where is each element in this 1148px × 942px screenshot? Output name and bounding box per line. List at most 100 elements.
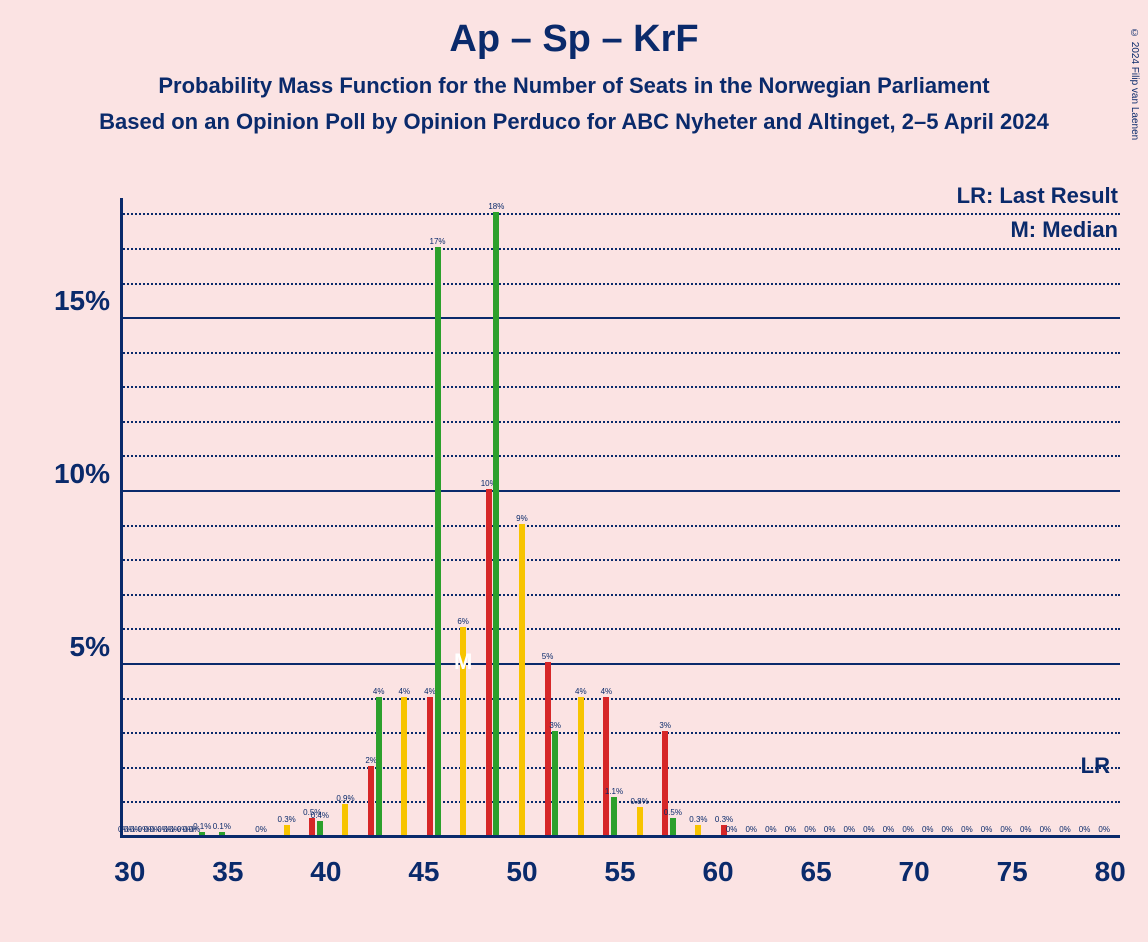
bar-55 — [611, 797, 617, 835]
bar-value-label: 4% — [601, 687, 613, 696]
bar-value-label: 6% — [457, 617, 469, 626]
gridline — [120, 801, 1120, 803]
bar-value-label: 0% — [942, 825, 954, 834]
y-tick-label: 15% — [54, 285, 110, 317]
chart-subtitle-2: Based on an Opinion Poll by Opinion Perd… — [0, 109, 1148, 135]
bar-40 — [317, 821, 323, 835]
gridline — [120, 248, 1120, 250]
bar-value-label: 1.1% — [605, 787, 623, 796]
bar-value-label: 0% — [804, 825, 816, 834]
bar-41 — [342, 804, 348, 835]
bar-45 — [427, 697, 433, 835]
bar-value-label: 0.9% — [336, 794, 354, 803]
bar-value-label: 0.3% — [689, 815, 707, 824]
x-tick-label: 75 — [997, 856, 1028, 888]
gridline — [120, 663, 1120, 665]
bar-value-label: 0% — [981, 825, 993, 834]
gridline — [120, 283, 1120, 285]
x-tick-label: 80 — [1095, 856, 1126, 888]
median-marker: M — [454, 649, 472, 675]
bar-58 — [670, 818, 676, 835]
bar-value-label: 3% — [549, 721, 561, 730]
bar-value-label: 0% — [863, 825, 875, 834]
bar-46 — [435, 247, 441, 835]
bar-value-label: 0% — [824, 825, 836, 834]
lr-marker: LR — [1081, 753, 1110, 779]
bar-57 — [662, 731, 668, 835]
bar-value-label: 17% — [430, 237, 446, 246]
bar-value-label: 4% — [373, 687, 385, 696]
bar-34 — [199, 832, 205, 835]
x-tick-label: 35 — [212, 856, 243, 888]
bar-42 — [368, 766, 374, 835]
bar-value-label: 0% — [765, 825, 777, 834]
bar-value-label: 0% — [922, 825, 934, 834]
bar-value-label: 4% — [399, 687, 411, 696]
bar-value-label: 9% — [516, 514, 528, 523]
gridline — [120, 559, 1120, 561]
bar-value-label: 5% — [542, 652, 554, 661]
bar-50 — [519, 524, 525, 835]
gridline — [120, 490, 1120, 492]
bar-value-label: 0.8% — [630, 797, 648, 806]
y-tick-label: 10% — [54, 458, 110, 490]
bar-48 — [486, 489, 492, 835]
chart-title: Ap – Sp – KrF — [0, 18, 1148, 61]
bar-value-label: 0% — [883, 825, 895, 834]
bar-38 — [284, 825, 290, 835]
gridline — [120, 767, 1120, 769]
bar-value-label: 0% — [844, 825, 856, 834]
x-tick-label: 55 — [604, 856, 635, 888]
bar-value-label: 0.1% — [213, 822, 231, 831]
bar-39 — [309, 818, 315, 835]
bar-value-label: 0% — [1020, 825, 1032, 834]
bar-value-label: 0% — [785, 825, 797, 834]
gridline — [120, 386, 1120, 388]
x-tick-label: 30 — [114, 856, 145, 888]
bar-value-label: 0% — [902, 825, 914, 834]
gridline — [120, 628, 1120, 630]
gridline — [120, 732, 1120, 734]
bar-value-label: 0% — [1098, 825, 1110, 834]
bar-value-label: 0% — [745, 825, 757, 834]
x-tick-label: 60 — [702, 856, 733, 888]
gridline — [120, 421, 1120, 423]
bar-value-label: 18% — [488, 202, 504, 211]
x-tick-label: 40 — [310, 856, 341, 888]
bar-value-label: 0.4% — [311, 811, 329, 820]
bar-54 — [603, 697, 609, 835]
bar-value-label: 0.3% — [278, 815, 296, 824]
bar-value-label: 0.1% — [193, 822, 211, 831]
bar-value-label: 0% — [255, 825, 267, 834]
chart-subtitle-1: Probability Mass Function for the Number… — [0, 73, 1148, 99]
bar-51 — [545, 662, 551, 835]
bar-value-label: 0% — [1059, 825, 1071, 834]
bar-value-label: 0% — [961, 825, 973, 834]
gridline — [120, 698, 1120, 700]
bar-value-label: 0% — [726, 825, 738, 834]
bar-value-label: 4% — [575, 687, 587, 696]
gridline — [120, 213, 1120, 215]
bar-35 — [219, 832, 225, 835]
y-tick-label: 5% — [70, 631, 110, 663]
bar-44 — [401, 697, 407, 835]
bar-53 — [578, 697, 584, 835]
bar-56 — [637, 807, 643, 835]
gridline — [120, 594, 1120, 596]
x-tick-label: 65 — [801, 856, 832, 888]
bar-49 — [493, 212, 499, 835]
bar-value-label: 0% — [1000, 825, 1012, 834]
copyright-text: © 2024 Filip van Laenen — [1129, 28, 1140, 140]
bar-value-label: 0% — [1040, 825, 1052, 834]
bar-43 — [376, 697, 382, 835]
gridline — [120, 317, 1120, 319]
gridline — [120, 525, 1120, 527]
bar-value-label: 3% — [659, 721, 671, 730]
x-tick-label: 50 — [506, 856, 537, 888]
gridline — [120, 352, 1120, 354]
bar-59 — [695, 825, 701, 835]
bar-52 — [552, 731, 558, 835]
x-tick-label: 70 — [899, 856, 930, 888]
bar-value-label: 0% — [1079, 825, 1091, 834]
chart-plot-area: 5%10%15%30354045505560657075800%0%0%0%0%… — [120, 198, 1120, 838]
